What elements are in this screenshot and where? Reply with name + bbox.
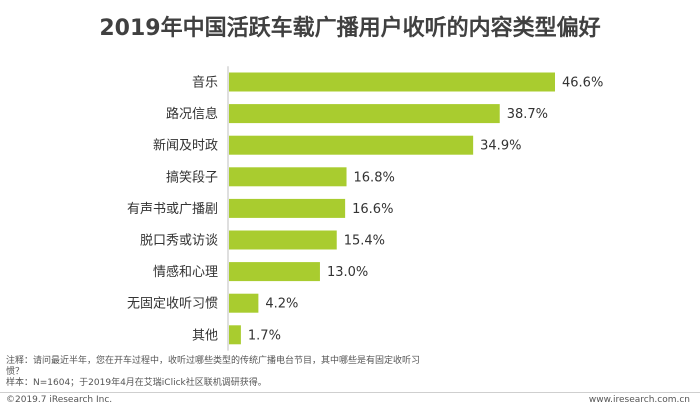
bar-5 [229,230,337,250]
category-label: 新闻及时政 [153,138,218,154]
bar-6 [229,262,320,282]
value-label: 38.7% [507,107,548,122]
category-label: 脱口秀或访谈 [140,234,218,249]
value-label: 16.8% [354,170,395,185]
bar-4 [229,198,346,218]
bars-group [229,72,555,345]
value-labels-group: 46.6% 38.7% 34.9% 16.8% 16.6% 15.4% 13.0% 4.2% 1… [248,76,603,344]
category-label: 路况信息 [166,106,218,122]
chart-notes: 注释：请问最近半年，您在开车过程中，收听过哪些类型的传统广播电台节目，其中哪些是… [6,356,426,389]
value-label: 15.4% [344,234,385,249]
footer-copyright: ©2019.7 iResearch Inc. [6,395,113,405]
value-label: 46.6% [562,76,603,91]
note-question: 注释：请问最近半年，您在开车过程中，收听过哪些类型的传统广播电台节目，其中哪些是… [6,356,421,377]
value-label: 34.9% [480,139,521,154]
category-label: 搞笑段子 [166,169,218,185]
category-label: 有声书或广播剧 [127,202,218,217]
bar-7 [229,293,259,313]
bar-2 [229,135,474,155]
bar-3 [229,167,347,187]
value-label: 16.6% [352,202,393,217]
value-label: 13.0% [327,265,368,280]
bar-1 [229,104,500,124]
footer-website: www.iresearch.com.cn [588,395,690,405]
footer-divider [0,392,700,393]
value-label: 1.7% [248,328,281,343]
bar-chart: 音乐路况信息新闻及时政搞笑段子有声书或广播剧脱口秀或访谈情感和心理无固定收听习惯… [127,66,603,351]
note-sample: 样本：N=1604；于2019年4月在艾瑞iClick社区联机调研获得。 [6,378,267,388]
category-label: 音乐 [192,75,218,91]
chart-title: 2019年中国活跃车载广播用户收听的内容类型偏好 [99,16,601,41]
value-label: 4.2% [265,297,298,312]
category-label: 无固定收听习惯 [127,296,218,312]
category-labels-group: 音乐路况信息新闻及时政搞笑段子有声书或广播剧脱口秀或访谈情感和心理无固定收听习惯… [127,75,218,344]
bar-0 [229,72,555,92]
bar-8 [229,325,241,345]
category-label: 其他 [192,328,218,343]
category-label: 情感和心理 [153,264,218,280]
